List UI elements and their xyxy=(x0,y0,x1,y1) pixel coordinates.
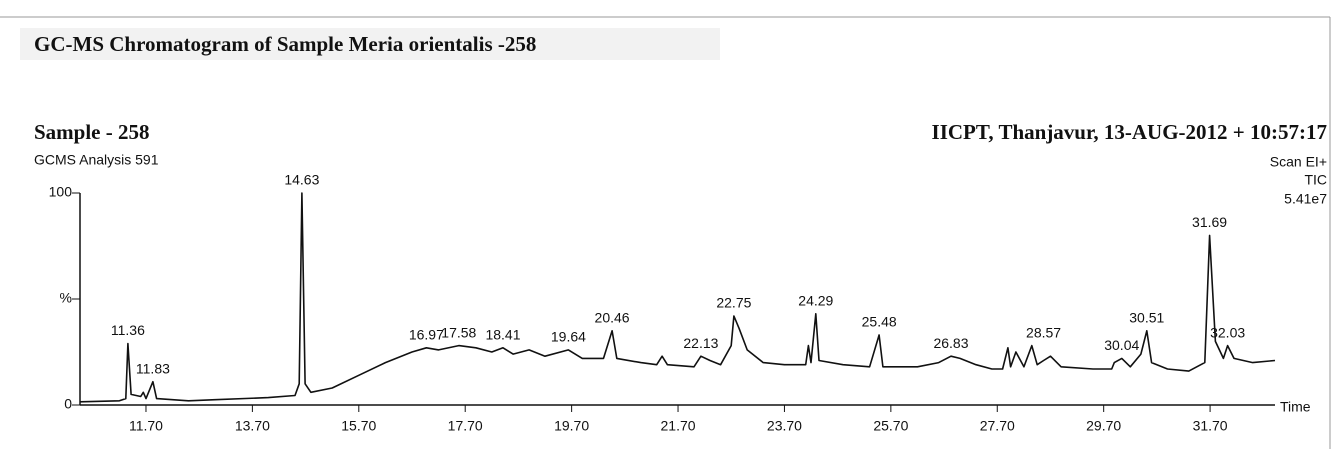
x-tick-label: 27.70 xyxy=(980,418,1015,434)
peak-label: 18.41 xyxy=(485,326,520,342)
x-tick-label: 11.70 xyxy=(129,418,163,434)
peak-label: 25.48 xyxy=(862,314,897,330)
peak-label: 20.46 xyxy=(595,310,630,326)
peak-label: 19.64 xyxy=(551,329,586,345)
scan-info: Scan EI+ xyxy=(1270,154,1327,170)
y-tick-label: % xyxy=(60,290,72,306)
x-axis-label: Time xyxy=(1280,399,1311,415)
scan-info: 5.41e7 xyxy=(1284,191,1327,207)
x-tick-label: 15.70 xyxy=(341,418,376,434)
peak-label: 26.83 xyxy=(933,335,968,351)
x-tick-label: 31.70 xyxy=(1193,418,1228,434)
peak-label: 22.13 xyxy=(683,335,718,351)
chromatogram-trace xyxy=(79,192,1276,403)
x-tick-label: 21.70 xyxy=(661,418,696,434)
peak-label: 32.03 xyxy=(1210,324,1245,340)
peak-label: 16.97 xyxy=(409,326,444,342)
peak-label: 31.69 xyxy=(1192,214,1227,230)
peak-label: 22.75 xyxy=(716,295,751,311)
chart-title: GC-MS Chromatogram of Sample Meria orien… xyxy=(34,32,536,56)
peak-label: 30.51 xyxy=(1129,310,1164,326)
peak-label: 11.83 xyxy=(136,360,170,376)
peak-label: 11.36 xyxy=(111,322,145,338)
y-tick-label: 0 xyxy=(64,396,72,412)
x-tick-label: 13.70 xyxy=(235,418,270,434)
x-tick-label: 25.70 xyxy=(873,418,908,434)
peak-label: 30.04 xyxy=(1104,337,1139,353)
analysis-label: GCMS Analysis 591 xyxy=(34,152,159,168)
x-tick-label: 29.70 xyxy=(1086,418,1121,434)
x-tick-label: 17.70 xyxy=(448,418,483,434)
peak-label: 24.29 xyxy=(798,293,833,309)
scan-info: TIC xyxy=(1304,172,1327,188)
peak-label: 14.63 xyxy=(284,172,319,188)
x-tick-label: 19.70 xyxy=(554,418,589,434)
x-tick-label: 23.70 xyxy=(767,418,802,434)
y-tick-label: 100 xyxy=(49,184,73,200)
title-band xyxy=(20,28,720,60)
peak-label: 17.58 xyxy=(441,324,476,340)
sample-label: Sample - 258 xyxy=(34,120,150,144)
header-right: IICPT, Thanjavur, 13-AUG-2012 + 10:57:17 xyxy=(932,120,1327,144)
peak-label: 28.57 xyxy=(1026,324,1061,340)
